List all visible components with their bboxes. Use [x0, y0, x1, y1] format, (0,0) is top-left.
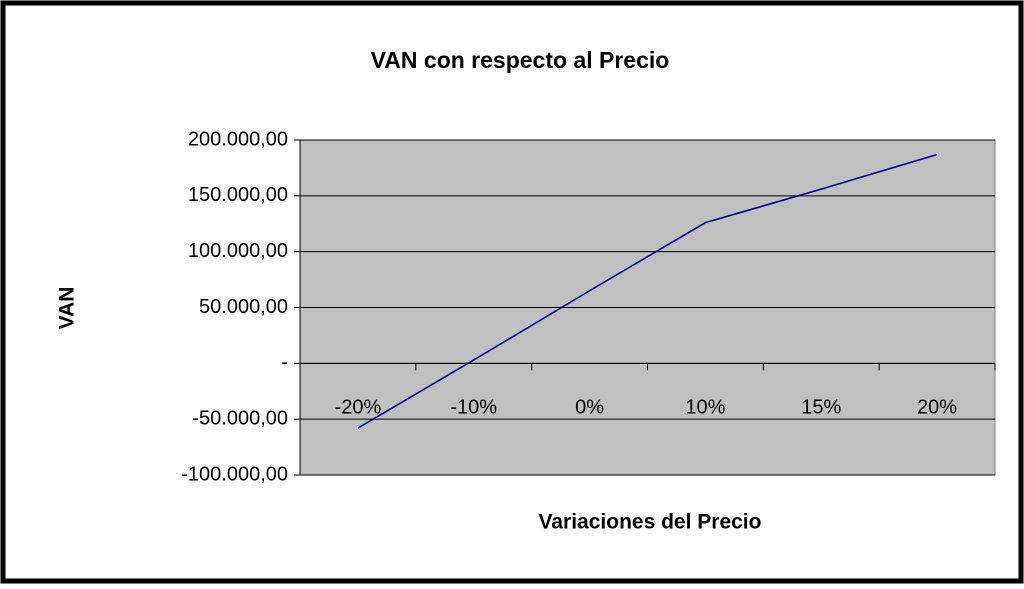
x-tick-label: -10%: [450, 397, 497, 419]
y-axis-title: VAN: [56, 287, 79, 330]
y-tick-label: -: [281, 352, 288, 374]
x-tick-label: 0%: [575, 397, 604, 419]
y-tick-label: -100.000,00: [181, 463, 288, 485]
chart-title: VAN con respecto al Precio: [371, 47, 670, 73]
x-axis-title: Variaciones del Precio: [539, 511, 762, 534]
x-tick-label: 10%: [685, 397, 725, 419]
y-tick-label: 200.000,00: [188, 128, 288, 150]
data-line: [357, 153, 938, 429]
x-tick-label: 20%: [917, 397, 957, 419]
y-tick-label: 150.000,00: [188, 184, 288, 206]
y-tick-label: 50.000,00: [199, 296, 288, 318]
y-tick-label: -50.000,00: [192, 407, 288, 429]
y-tick-label: 100.000,00: [188, 240, 288, 262]
x-tick-label: 15%: [801, 397, 841, 419]
x-tick-label: -20%: [335, 397, 382, 419]
